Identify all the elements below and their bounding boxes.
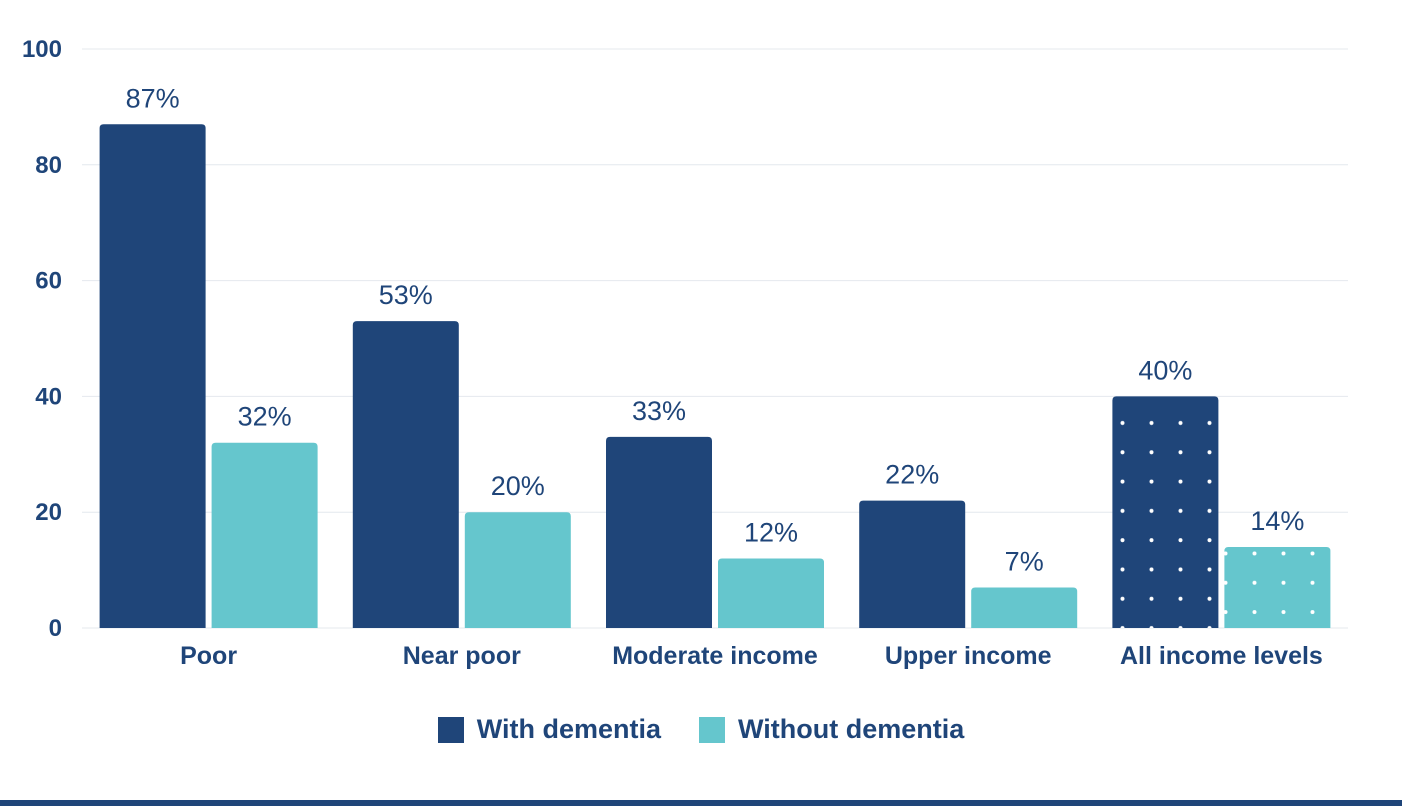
legend-item-with-dementia: With dementia xyxy=(437,714,662,745)
legend-swatch-with-dementia xyxy=(437,716,464,743)
y-tick-label: 60 xyxy=(35,268,62,295)
data-label-moderate-income-with-dementia: 33% xyxy=(632,396,686,426)
category-label-upper-income: Upper income xyxy=(885,642,1052,670)
bar-upper-income-without-dementia xyxy=(971,587,1078,628)
y-tick-label: 80 xyxy=(35,152,62,179)
y-tick-label: 40 xyxy=(35,383,62,410)
data-labels: 87% 32% 53% 20% 33% 12% 22% 7% 40% 14% xyxy=(126,83,1305,576)
x-axis-categories: Poor Near poor Moderate income Upper income… xyxy=(180,642,1323,670)
category-label-poor: Poor xyxy=(180,642,237,670)
data-label-moderate-income-without-dementia: 12% xyxy=(744,518,798,548)
bar-all-income-levels-without-dementia xyxy=(1224,546,1331,628)
legend-label-without-dementia: Without dementia xyxy=(738,714,965,744)
bar-poor-without-dementia xyxy=(211,442,318,628)
data-label-poor-without-dementia: 32% xyxy=(238,402,292,432)
data-label-near-poor-with-dementia: 53% xyxy=(379,280,433,310)
bar-moderate-income-with-dementia xyxy=(606,436,712,628)
bar-near-poor-with-dementia xyxy=(352,321,459,628)
data-label-near-poor-without-dementia: 20% xyxy=(491,471,545,501)
bar-poor-with-dementia xyxy=(99,124,206,629)
y-tick-label: 100 xyxy=(22,36,62,63)
data-label-all-income-levels-without-dementia: 14% xyxy=(1250,506,1304,536)
category-label-all-income-levels: All income levels xyxy=(1120,642,1323,670)
bars xyxy=(99,124,1331,629)
y-tick-label: 0 xyxy=(49,615,62,642)
bottom-rule xyxy=(0,800,1402,806)
bar-all-income-levels-with-dementia xyxy=(1112,396,1219,628)
bar-upper-income-with-dementia xyxy=(859,500,966,628)
category-label-moderate-income: Moderate income xyxy=(612,642,818,670)
y-tick-label: 20 xyxy=(35,499,62,526)
legend: With dementia Without dementia xyxy=(0,714,1402,745)
data-label-upper-income-without-dementia: 7% xyxy=(1005,546,1044,576)
category-label-near-poor: Near poor xyxy=(403,642,521,670)
y-axis-ticks: 0 20 40 60 80 100 xyxy=(22,36,62,642)
legend-label-with-dementia: With dementia xyxy=(476,714,662,744)
legend-swatch-without-dementia xyxy=(699,716,726,743)
bar-near-poor-without-dementia xyxy=(464,512,571,628)
bar-moderate-income-without-dementia xyxy=(718,558,824,628)
bar-chart: 0 20 40 60 80 100 87% 32% 53% 20% 33% 12% 22% 7% 40% 1… xyxy=(22,36,1348,670)
data-label-poor-with-dementia: 87% xyxy=(126,83,180,113)
legend-item-without-dementia: Without dementia xyxy=(699,714,964,745)
data-label-upper-income-with-dementia: 22% xyxy=(885,460,939,490)
data-label-all-income-levels-with-dementia: 40% xyxy=(1138,355,1192,385)
